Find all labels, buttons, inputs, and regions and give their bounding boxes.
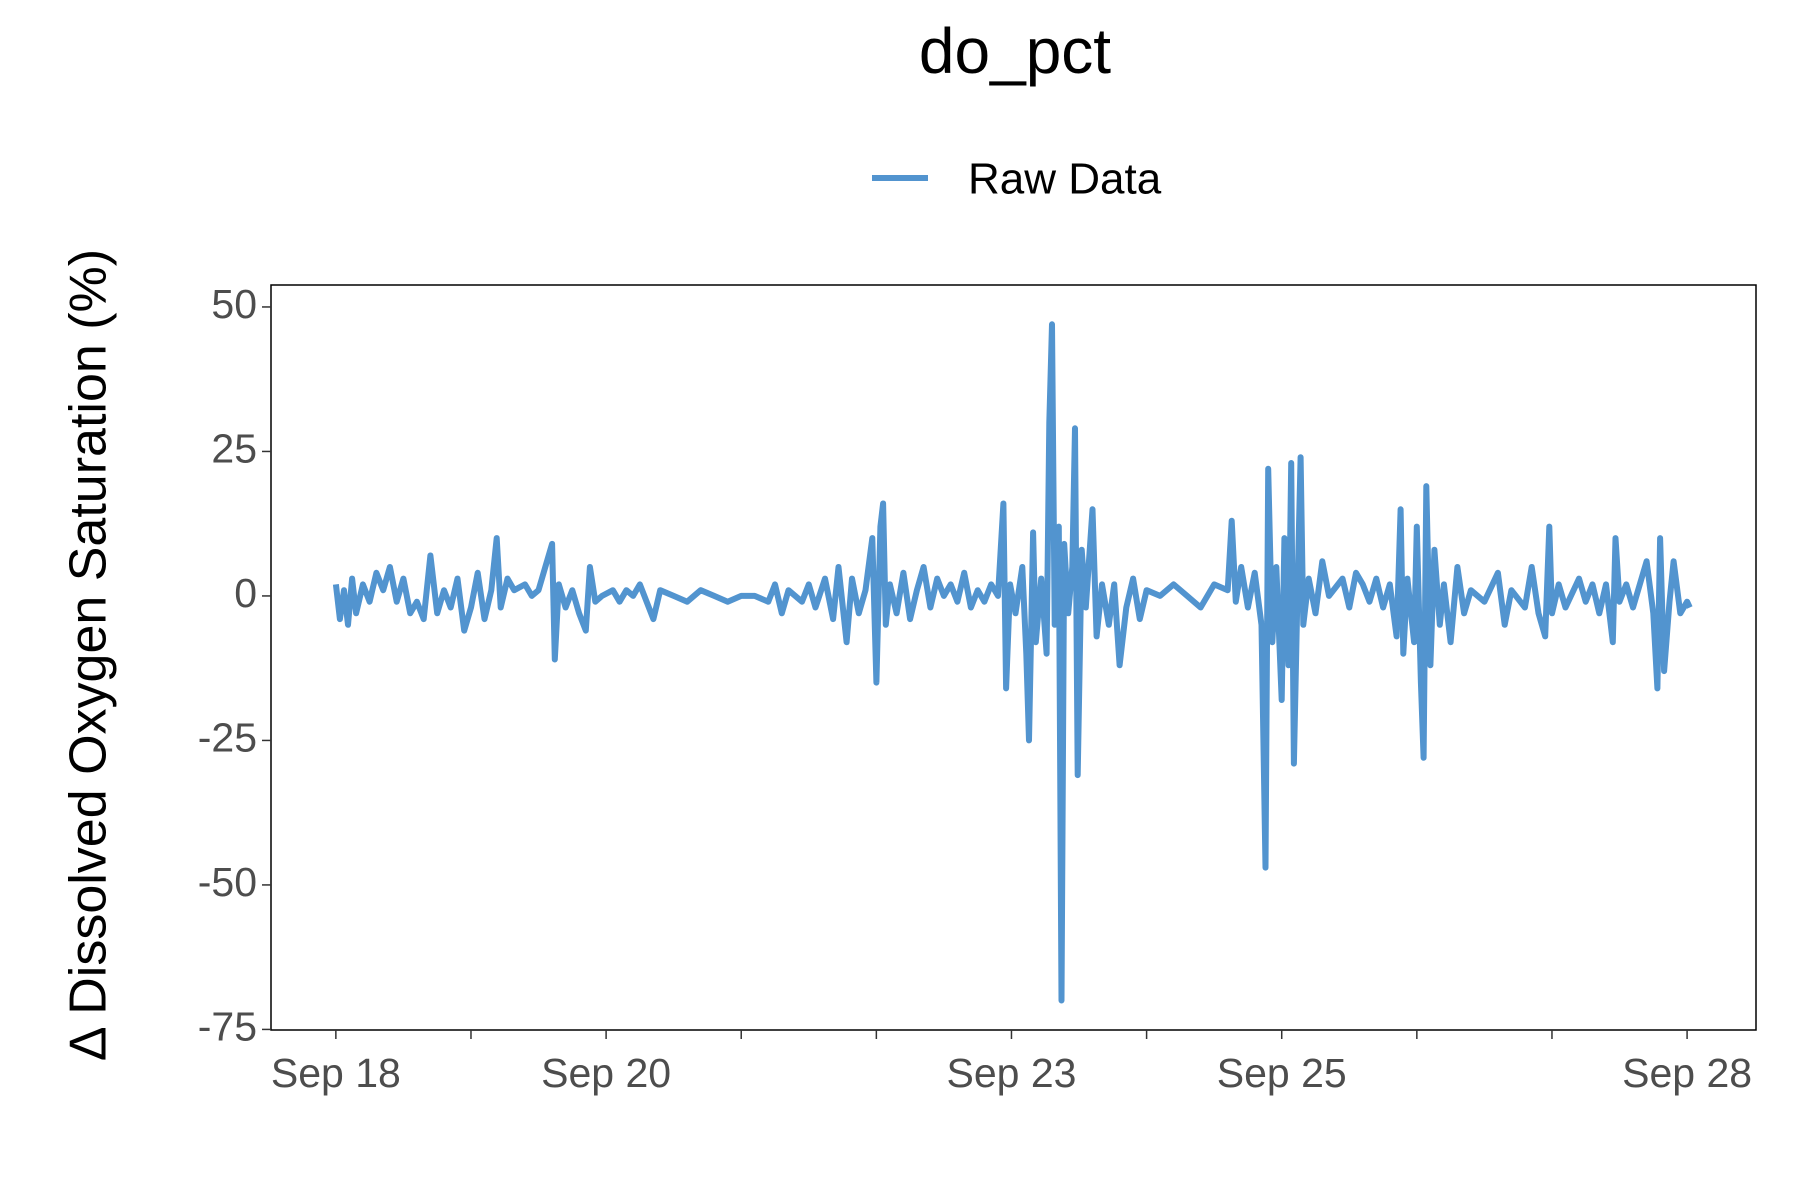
y-tick-label: 50 bbox=[211, 281, 257, 327]
x-tick-label: Sep 20 bbox=[541, 1050, 671, 1096]
x-tick-label: Sep 28 bbox=[1622, 1050, 1752, 1096]
y-axis-label: Δ Dissolved Oxygen Saturation (%) bbox=[60, 249, 118, 1061]
x-tick-label: Sep 18 bbox=[271, 1050, 401, 1096]
legend-label: Raw Data bbox=[968, 155, 1162, 204]
y-tick-label: -75 bbox=[198, 1003, 257, 1049]
x-tick-label: Sep 23 bbox=[946, 1050, 1076, 1096]
y-tick-label: 25 bbox=[211, 425, 257, 471]
y-tick-label: 0 bbox=[234, 570, 257, 616]
chart-title: do_pct bbox=[919, 15, 1111, 87]
y-tick-label: -50 bbox=[198, 859, 257, 905]
y-tick-label: -25 bbox=[198, 714, 257, 760]
data-line bbox=[332, 321, 1693, 1004]
x-tick-label: Sep 25 bbox=[1217, 1050, 1347, 1096]
plot-frame bbox=[270, 284, 1757, 1031]
